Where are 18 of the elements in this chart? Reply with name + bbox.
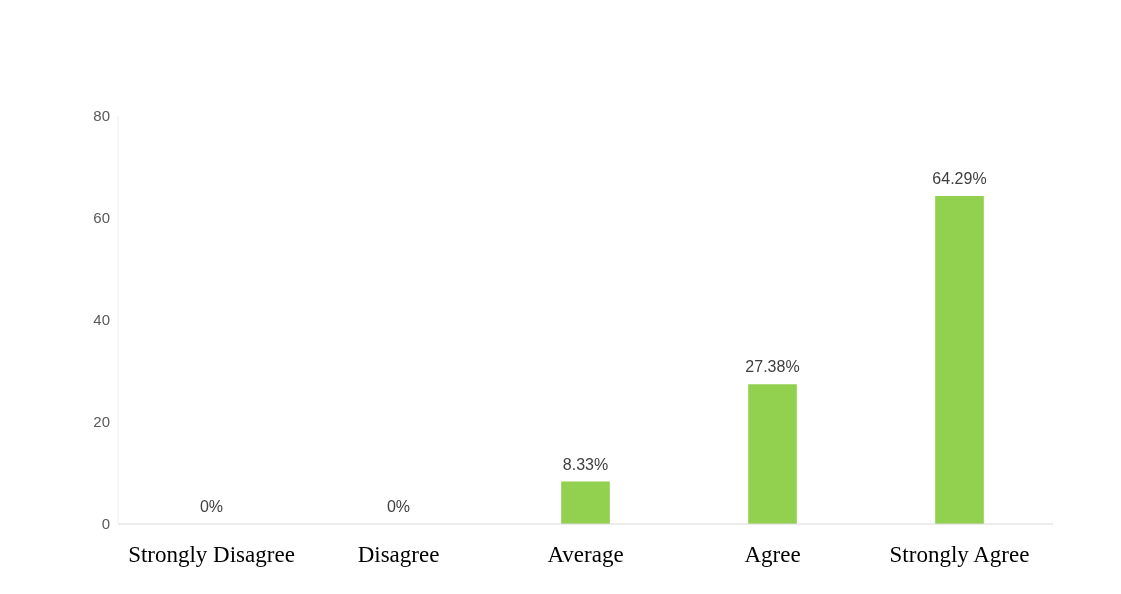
x-tick-label: Agree <box>744 542 801 567</box>
y-tick-label: 0 <box>101 515 110 533</box>
y-tick-label: 20 <box>93 413 110 431</box>
y-tick-label: 80 <box>93 107 110 125</box>
y-tick-label: 40 <box>93 311 110 329</box>
data-label: 0% <box>386 498 411 515</box>
bar <box>748 384 797 524</box>
x-tick-label: Strongly Agree <box>889 542 1030 567</box>
data-label: 64.29% <box>932 170 987 188</box>
x-tick-label: Average <box>547 542 624 567</box>
data-label: 0% <box>199 498 224 515</box>
bar <box>935 196 984 524</box>
x-tick-label: Disagree <box>357 542 440 567</box>
bar <box>561 481 610 524</box>
data-label: 27.38% <box>745 358 800 376</box>
y-tick-label: 60 <box>93 209 110 227</box>
x-tick-label: Strongly Disagree <box>128 542 295 567</box>
data-label: 8.33% <box>562 455 609 473</box>
